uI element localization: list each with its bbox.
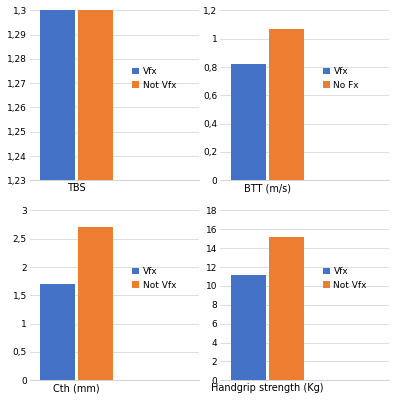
Legend: Vfx, Not Vfx: Vfx, Not Vfx [132, 67, 177, 90]
Bar [230, 64, 266, 180]
Bar [78, 0, 113, 180]
Bar [40, 284, 75, 380]
Bar [268, 237, 304, 380]
Bar [40, 0, 75, 180]
Legend: Vfx, Not Vfx: Vfx, Not Vfx [323, 267, 367, 290]
Bar [268, 29, 304, 180]
Bar [78, 228, 113, 380]
Legend: Vfx, Not Vfx: Vfx, Not Vfx [132, 267, 177, 290]
Legend: Vfx, No Fx: Vfx, No Fx [323, 67, 359, 90]
Bar [230, 275, 266, 380]
